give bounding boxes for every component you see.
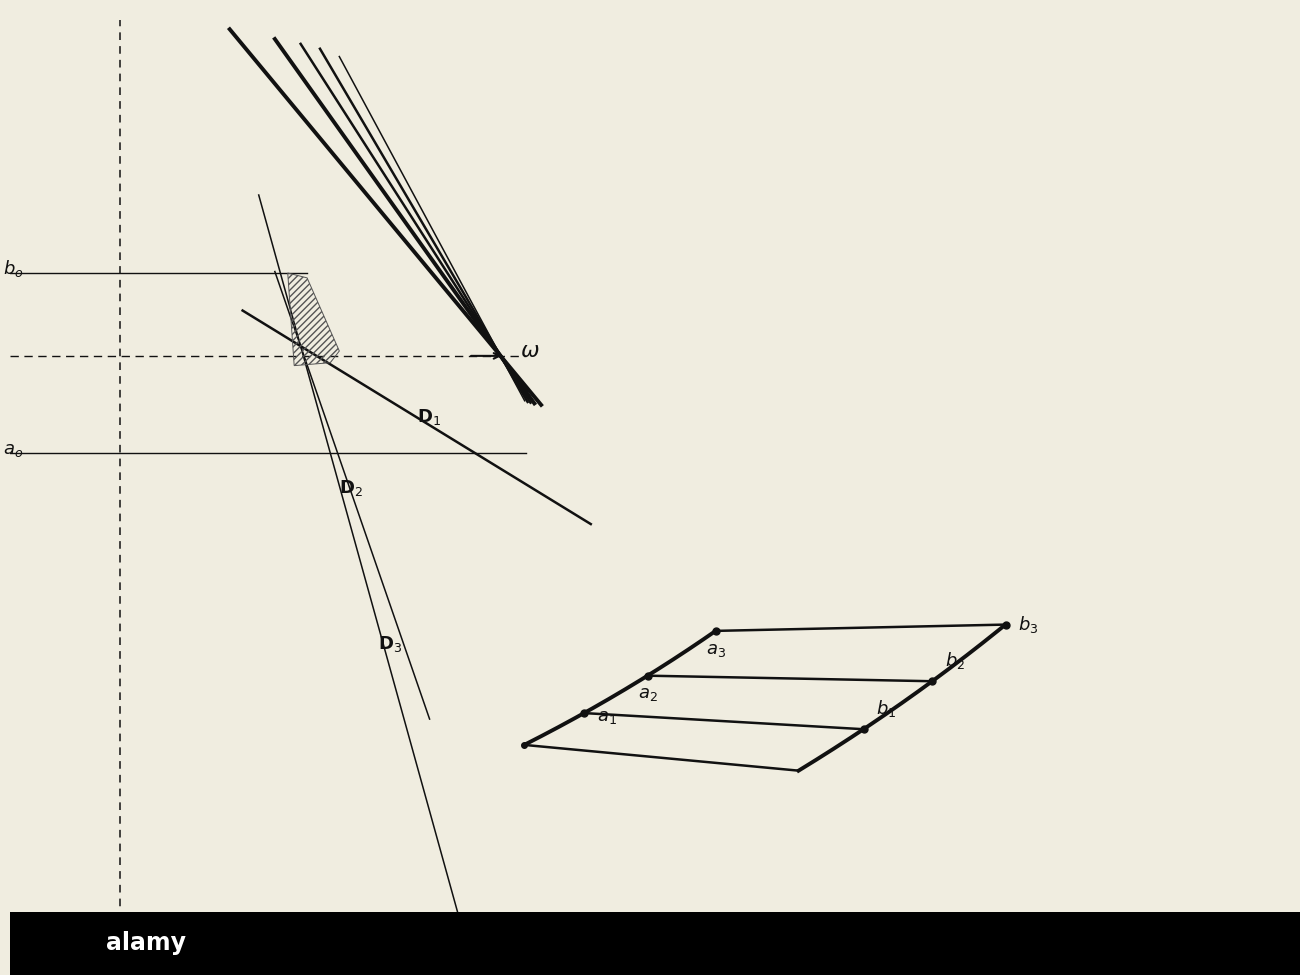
Text: $\omega$: $\omega$ bbox=[520, 340, 540, 362]
Text: $\mathbf{D}_2$: $\mathbf{D}_2$ bbox=[339, 478, 363, 497]
Text: $a_o$: $a_o$ bbox=[3, 442, 23, 459]
Text: $b_2$: $b_2$ bbox=[945, 650, 966, 672]
Text: $b_o$: $b_o$ bbox=[3, 257, 23, 279]
Text: $a_1$: $a_1$ bbox=[597, 708, 618, 726]
Text: $\mathbf{D}_3$: $\mathbf{D}_3$ bbox=[378, 634, 402, 653]
Text: $a_3$: $a_3$ bbox=[706, 641, 725, 659]
Text: $a_2$: $a_2$ bbox=[638, 685, 658, 703]
Text: $b_3$: $b_3$ bbox=[1018, 614, 1039, 635]
Text: alamy: alamy bbox=[105, 931, 186, 955]
Bar bbox=[10, 912, 1300, 975]
Text: $\mathbf{D}_1$: $\mathbf{D}_1$ bbox=[417, 408, 441, 427]
Text: $b_1$: $b_1$ bbox=[876, 698, 897, 720]
